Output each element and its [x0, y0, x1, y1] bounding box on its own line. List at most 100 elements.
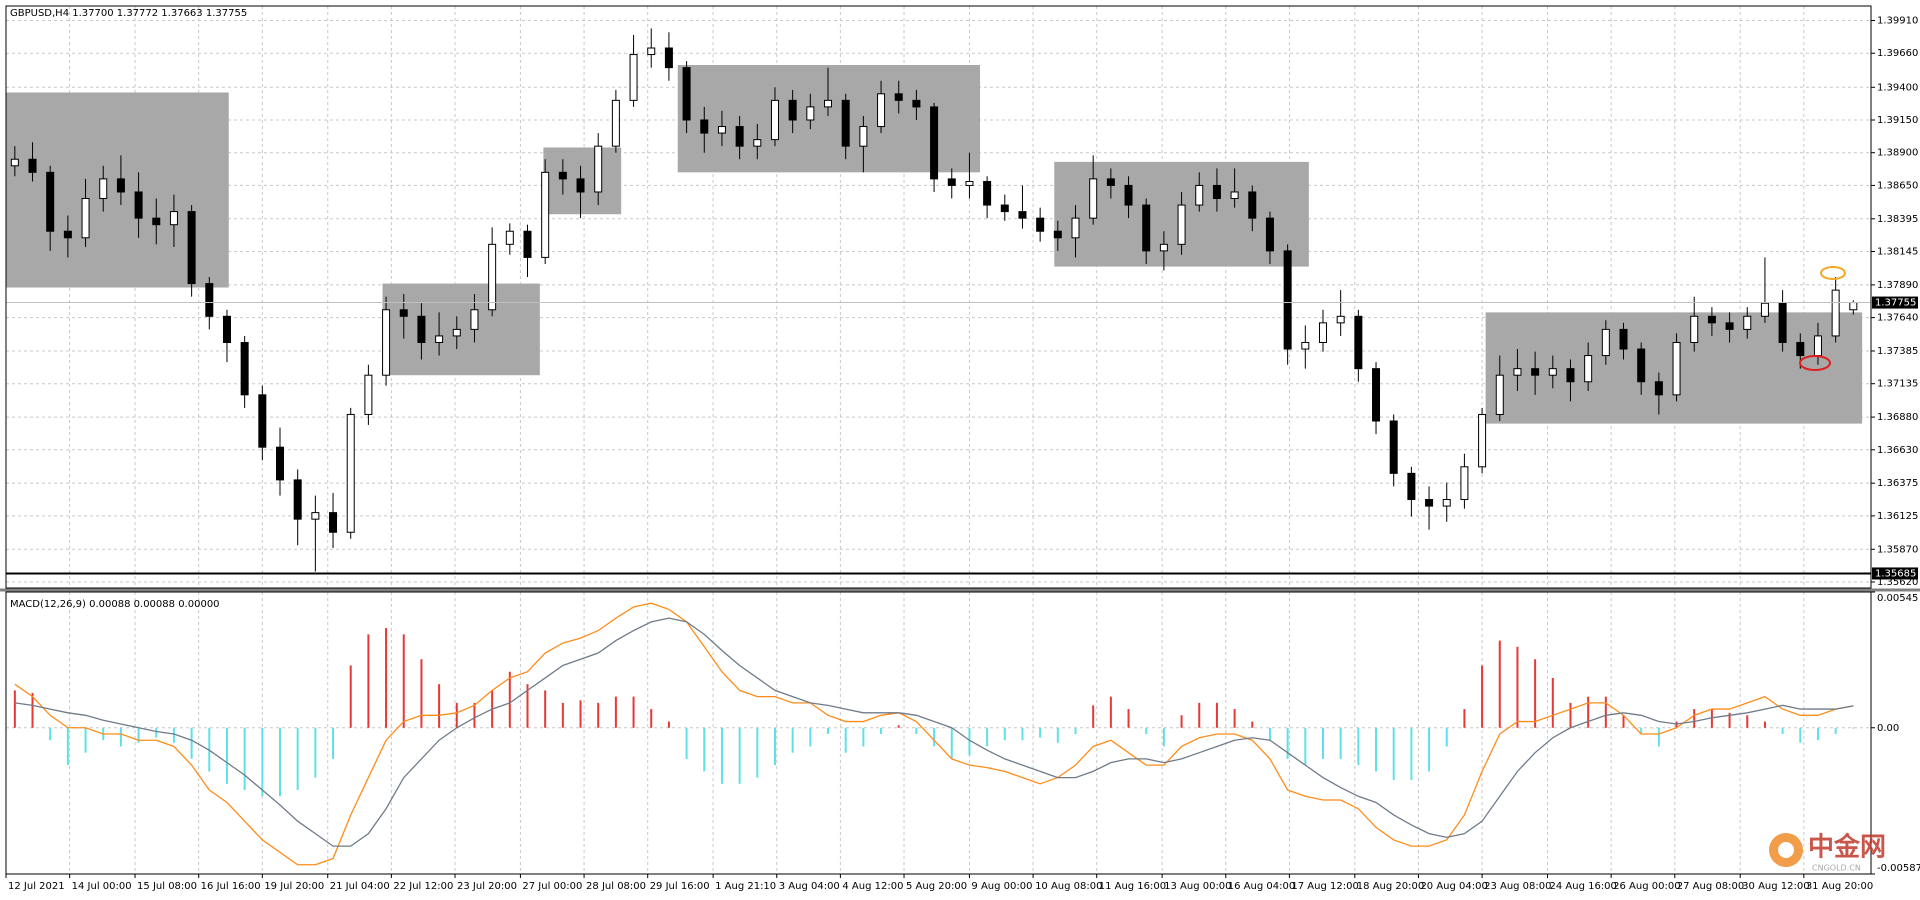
histogram-bar — [897, 725, 900, 728]
candle-body — [1124, 184, 1133, 206]
histogram-bar — [986, 727, 989, 747]
histogram-bar — [296, 727, 299, 791]
histogram-bar — [155, 727, 158, 738]
candle-body — [1407, 472, 1416, 501]
histogram-bar — [667, 721, 670, 728]
histogram-bar — [455, 702, 458, 728]
histogram-bar — [827, 727, 830, 734]
candle-body — [276, 446, 285, 481]
candle-body — [1389, 420, 1398, 474]
histogram-bar — [614, 696, 617, 728]
histogram-bar — [1056, 727, 1059, 743]
x-tick-label: 16 Aug 04:00 — [1228, 881, 1295, 892]
candle-body — [1831, 289, 1840, 337]
candle-body — [258, 394, 267, 448]
histogram-bar — [1622, 715, 1625, 728]
x-tick-label: 30 Aug 12:00 — [1742, 881, 1809, 892]
histogram-bar — [1746, 715, 1749, 728]
overlay: GBPUSD,H4 1.37700 1.37772 1.37663 1.3775… — [0, 5, 1920, 875]
histogram-bar — [1021, 727, 1024, 741]
histogram-bar — [738, 727, 741, 784]
candle-body — [1743, 315, 1752, 330]
candle-body — [1071, 217, 1080, 239]
histogram-bar — [385, 628, 388, 728]
histogram-bar — [1251, 721, 1254, 728]
candle-body — [1230, 191, 1239, 200]
candle-body — [700, 119, 709, 134]
x-tick-label: 22 Jul 12:00 — [393, 881, 453, 892]
histogram-bar — [1693, 709, 1696, 728]
histogram-bar — [84, 727, 87, 753]
price-panel-frame — [5, 5, 1872, 589]
y-tick-label: 1.38145 — [1877, 247, 1918, 258]
x-tick-label: 12 Jul 2021 — [8, 881, 65, 892]
histogram-bar — [1003, 727, 1006, 741]
candle-body — [1637, 348, 1646, 383]
histogram-bar — [119, 727, 122, 747]
candle-body — [1619, 328, 1628, 350]
candle-body — [859, 126, 868, 147]
histogram-bar — [1498, 640, 1501, 728]
x-tick-label: 3 Aug 04:00 — [779, 881, 840, 892]
y-tick-label: 1.35870 — [1877, 544, 1918, 555]
histogram-bar — [1587, 696, 1590, 728]
candle-body — [1460, 466, 1469, 501]
x-tick-label: 13 Aug 00:00 — [1164, 881, 1231, 892]
candle-body — [1159, 243, 1168, 252]
watermark: 中金网 CNGOLD.CN — [1769, 832, 1886, 873]
histogram-bar — [1039, 727, 1042, 738]
indicator-title: MACD(12,26,9) 0.00088 0.00088 0.00000 — [10, 599, 220, 610]
histogram-bar — [66, 727, 69, 766]
candle-body — [1796, 341, 1805, 357]
histogram-bar — [1339, 727, 1342, 759]
histogram-bar — [880, 727, 883, 734]
watermark-subtext: CNGOLD.CN — [1812, 864, 1861, 873]
histogram-bar — [332, 727, 335, 759]
histogram-bar — [1321, 727, 1324, 759]
histogram-bar — [1145, 727, 1148, 734]
candle-body — [1372, 368, 1381, 422]
x-tick-label: 24 Aug 16:00 — [1549, 881, 1616, 892]
candle-body — [682, 67, 691, 121]
histogram-bar — [438, 684, 441, 728]
histogram-bar — [1640, 727, 1643, 734]
histogram-bar — [1657, 727, 1660, 747]
candle-body — [1000, 204, 1009, 213]
candle-body — [1053, 230, 1062, 239]
candle-body — [1654, 381, 1663, 396]
histogram-bar — [756, 727, 759, 778]
y-tick-label: 1.36630 — [1877, 445, 1918, 456]
x-tick-label: 9 Aug 00:00 — [971, 881, 1032, 892]
candle-body — [81, 198, 90, 239]
histogram-bar — [773, 727, 776, 766]
candle-body — [1584, 355, 1593, 383]
candle-body — [488, 243, 497, 311]
histogram-bar — [1763, 721, 1766, 728]
candle-body — [1707, 315, 1716, 324]
candle-body — [1212, 184, 1221, 200]
histogram-bar — [1304, 727, 1307, 766]
y-tick-label: 0.00 — [1877, 723, 1899, 734]
histogram-bar — [561, 702, 564, 728]
histogram-bar — [243, 727, 246, 791]
histogram-bar — [791, 727, 794, 753]
candle-body — [806, 106, 815, 121]
histogram-bar — [49, 727, 52, 741]
histogram-bar — [1481, 665, 1484, 728]
y-tick-label: 1.38650 — [1877, 180, 1918, 191]
histogram-bar — [1233, 709, 1236, 728]
candle-body — [364, 374, 373, 415]
candle-body — [647, 47, 656, 56]
histogram-bar — [1428, 727, 1431, 772]
candle-body — [382, 309, 391, 376]
histogram-bar — [632, 696, 635, 728]
histogram-bar — [225, 727, 228, 784]
candle-body — [346, 413, 355, 533]
histogram-bar — [1534, 659, 1537, 728]
y-tick-label: 1.37135 — [1877, 379, 1918, 390]
histogram-bar — [1375, 727, 1378, 772]
candle-body — [1354, 315, 1363, 370]
x-tick-label: 15 Jul 08:00 — [137, 881, 197, 892]
candle-body — [930, 106, 939, 180]
